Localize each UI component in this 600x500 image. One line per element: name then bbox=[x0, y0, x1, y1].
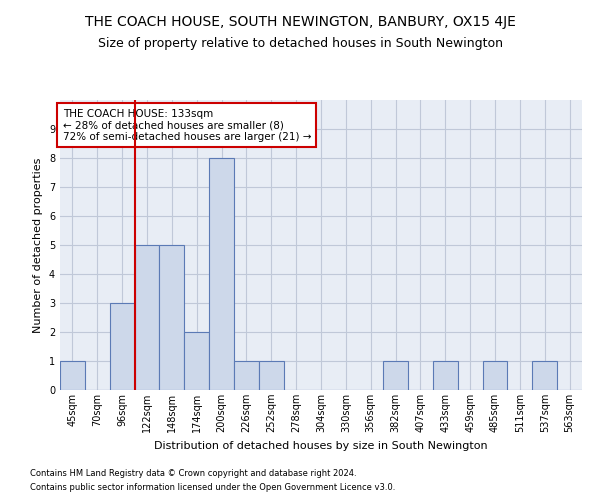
Bar bbox=[482, 361, 508, 390]
Bar bbox=[532, 361, 557, 390]
Text: Contains HM Land Registry data © Crown copyright and database right 2024.: Contains HM Land Registry data © Crown c… bbox=[30, 468, 356, 477]
Text: THE COACH HOUSE: 133sqm
← 28% of detached houses are smaller (8)
72% of semi-det: THE COACH HOUSE: 133sqm ← 28% of detache… bbox=[62, 108, 311, 142]
Text: THE COACH HOUSE, SOUTH NEWINGTON, BANBURY, OX15 4JE: THE COACH HOUSE, SOUTH NEWINGTON, BANBUR… bbox=[85, 15, 515, 29]
Text: Size of property relative to detached houses in South Newington: Size of property relative to detached ho… bbox=[97, 38, 503, 51]
Bar bbox=[134, 245, 160, 390]
Text: Contains public sector information licensed under the Open Government Licence v3: Contains public sector information licen… bbox=[30, 484, 395, 492]
X-axis label: Distribution of detached houses by size in South Newington: Distribution of detached houses by size … bbox=[154, 440, 488, 450]
Bar bbox=[160, 245, 184, 390]
Bar bbox=[60, 361, 85, 390]
Bar bbox=[209, 158, 234, 390]
Bar bbox=[184, 332, 209, 390]
Y-axis label: Number of detached properties: Number of detached properties bbox=[34, 158, 43, 332]
Bar bbox=[110, 303, 134, 390]
Bar bbox=[234, 361, 259, 390]
Bar bbox=[259, 361, 284, 390]
Bar bbox=[383, 361, 408, 390]
Bar bbox=[433, 361, 458, 390]
